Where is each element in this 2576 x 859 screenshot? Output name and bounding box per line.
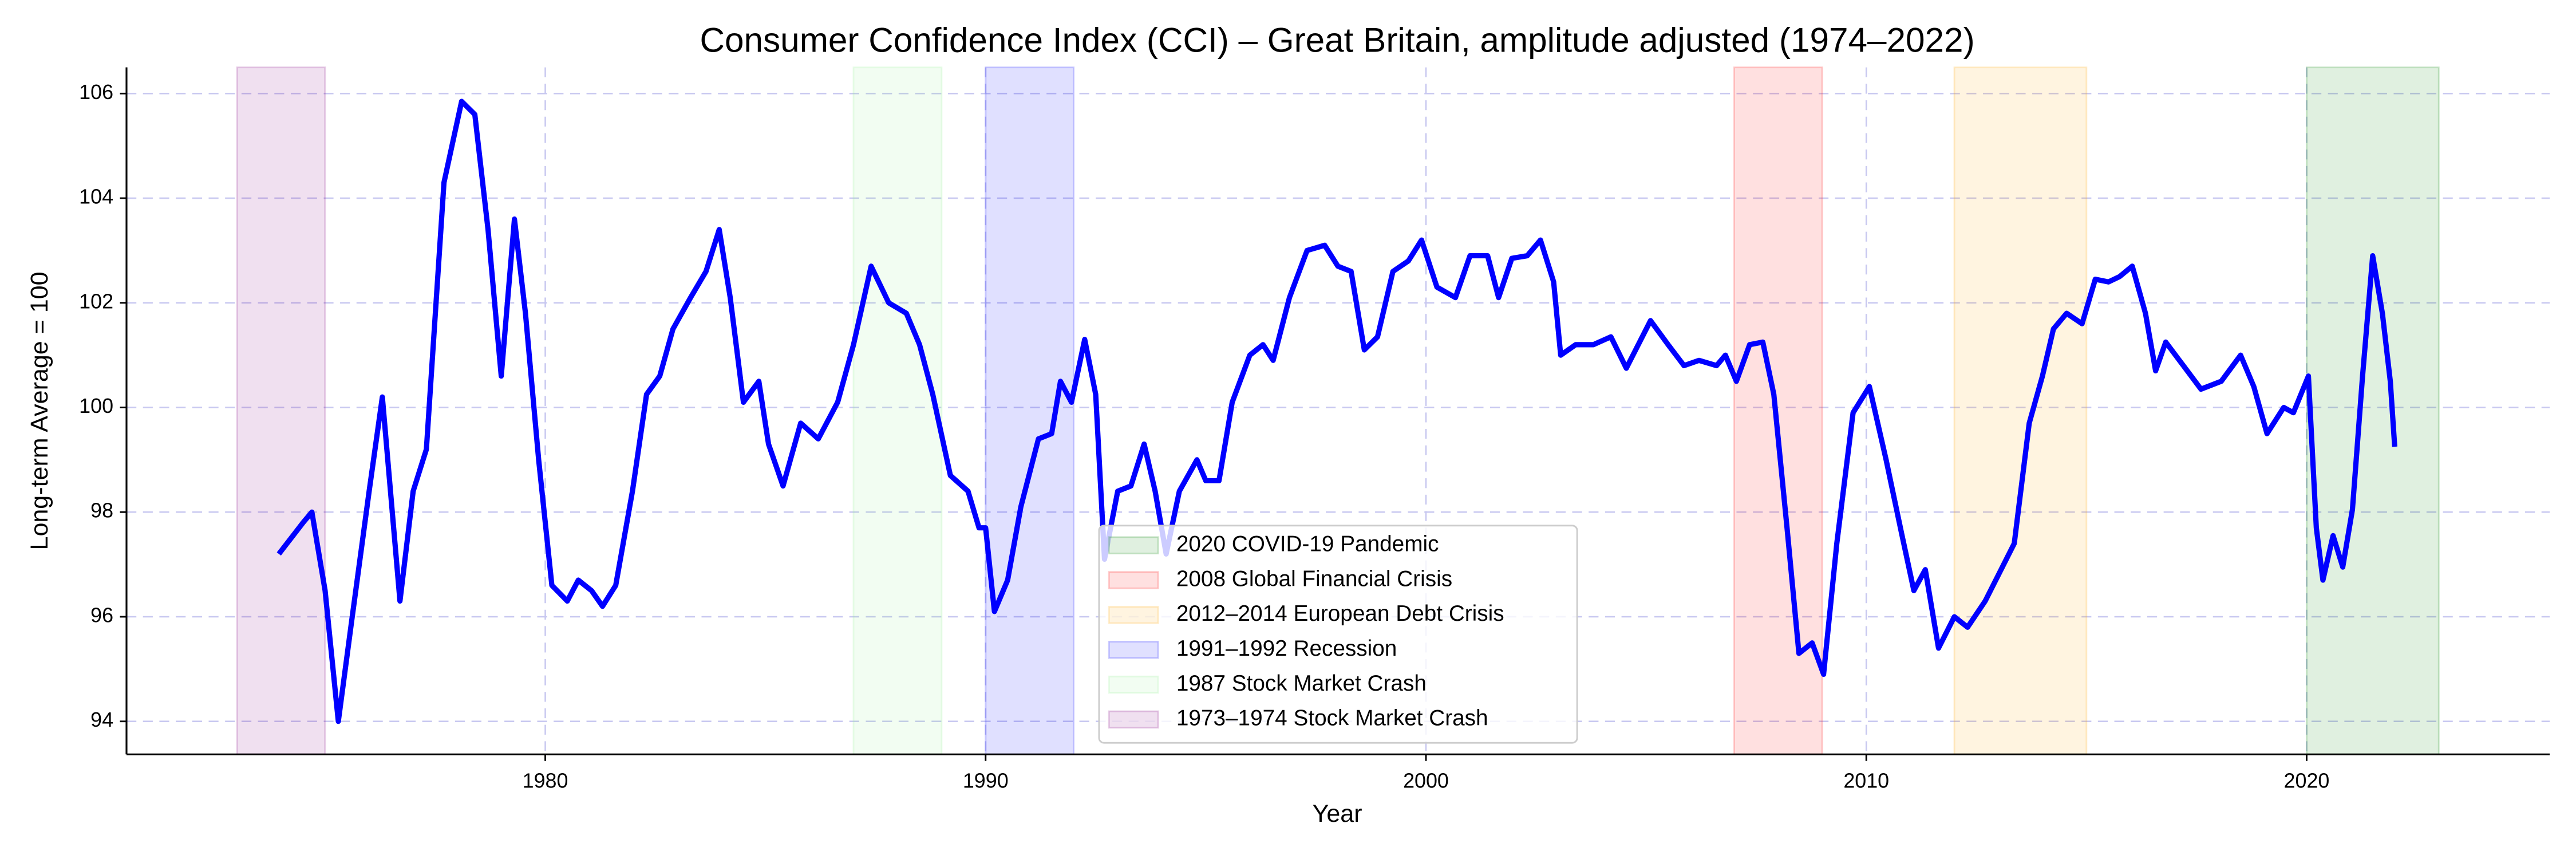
grid [126,67,2550,755]
x-tick-label: 1980 [523,770,568,793]
legend-swatch [1108,710,1159,729]
y-tick-label: 106 [79,81,113,104]
event-span [1953,66,2088,755]
event-span [236,66,326,755]
legend-label: 2012–2014 European Debt Crisis [1176,601,1504,626]
legend-swatch [1108,640,1159,659]
y-tick-label: 100 [79,395,113,417]
legend-label: 2008 Global Financial Crisis [1176,566,1452,591]
legend-swatch [1108,571,1159,589]
legend-swatch [1108,606,1159,624]
event-span [2306,66,2440,755]
legend-label: 1987 Stock Market Crash [1176,671,1427,696]
legend-swatch [1108,675,1159,694]
event-span [852,66,943,755]
legend-label: 2020 COVID-19 Pandemic [1176,531,1439,556]
y-tick-label: 102 [79,290,113,313]
y-tick-label: 94 [90,708,113,731]
x-tick-label: 2010 [1843,770,1889,793]
legend-box [1098,525,1578,744]
lines [276,98,2397,724]
y-axis-label: Long-term Average = 100 [26,271,53,550]
axes: 94 96 98 100 102 104 106 1980 1990 2000 2010 2020 [79,67,2550,793]
event-span [1733,66,1823,755]
legend-label: 1973–1974 Stock Market Crash [1176,706,1488,731]
x-tick-label: 1990 [963,770,1009,793]
spans [236,66,2440,755]
y-tick-label: 98 [90,499,113,522]
y-tick-label: 96 [90,604,113,626]
legend-label: 1991–1992 Recession [1176,636,1397,661]
legend-swatch [1108,536,1159,555]
legend: 2020 COVID-19 Pandemic 2008 Global Financ… [1098,525,1578,744]
data-line [276,98,2397,724]
x-tick-label: 2020 [2284,770,2330,793]
chart-title: Consumer Confidence Index (CCI) – Great … [700,21,1975,60]
x-tick-label: 2000 [1403,770,1449,793]
x-axis-label: Year [1313,800,1362,828]
y-tick-label: 104 [79,186,113,208]
event-span [985,66,1075,755]
